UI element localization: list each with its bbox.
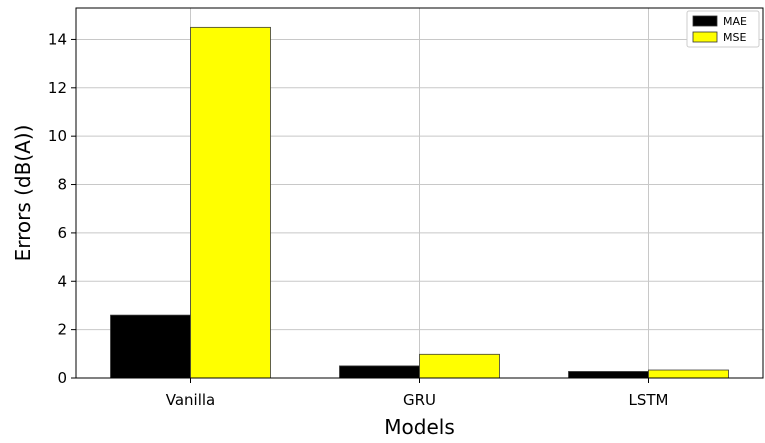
y-axis-title: Errors (dB(A)) (11, 125, 35, 262)
y-tick-label: 6 (57, 224, 67, 242)
legend-swatch-mse (692, 31, 718, 43)
legend-swatch-mae (692, 15, 718, 27)
x-tick-label: GRU (403, 391, 436, 409)
bar-mae-vanilla (110, 314, 191, 379)
x-tick-label: Vanilla (166, 391, 216, 409)
y-tick-label: 4 (57, 272, 67, 290)
x-axis-ticks: Vanilla GRU LSTM (166, 378, 669, 409)
y-tick-label: 10 (48, 127, 67, 145)
bar-mae-lstm (568, 371, 649, 379)
legend-label-mse: MSE (723, 31, 746, 44)
bar-mse-lstm (648, 369, 729, 379)
y-tick-label: 14 (48, 30, 67, 48)
y-tick-label: 12 (48, 79, 67, 97)
bar-mae-gru (339, 365, 420, 379)
y-tick-label: 2 (57, 321, 67, 339)
x-axis-title: Models (384, 415, 454, 439)
bars (110, 26, 729, 379)
x-tick-label: LSTM (629, 391, 669, 409)
bar-mse-vanilla (190, 26, 271, 379)
y-tick-label: 0 (57, 369, 67, 387)
legend: MAE MSE (686, 10, 760, 48)
y-axis-ticks: 0 2 4 6 8 10 12 14 (48, 30, 76, 387)
legend-label-mae: MAE (723, 15, 747, 28)
y-tick-label: 8 (57, 176, 67, 194)
bar-mse-gru (419, 353, 500, 379)
